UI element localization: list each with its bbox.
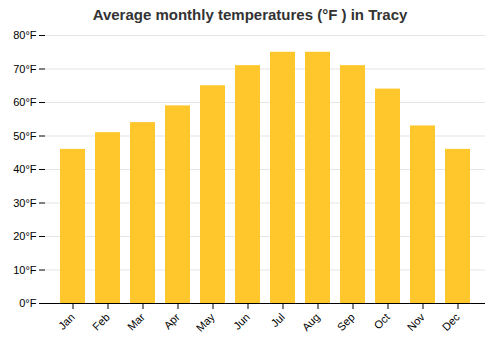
- svg-text:50°F: 50°F: [13, 130, 37, 142]
- svg-text:0°F: 0°F: [19, 297, 37, 309]
- svg-text:Jul: Jul: [268, 311, 286, 329]
- svg-text:Feb: Feb: [90, 311, 112, 333]
- svg-text:Dec: Dec: [440, 310, 463, 333]
- svg-text:Jan: Jan: [56, 311, 77, 332]
- svg-text:20°F: 20°F: [13, 230, 37, 242]
- svg-text:Sep: Sep: [335, 311, 357, 333]
- svg-text:Aug: Aug: [300, 311, 322, 333]
- svg-text:Nov: Nov: [405, 310, 428, 333]
- svg-text:60°F: 60°F: [13, 96, 37, 108]
- svg-text:May: May: [194, 310, 218, 334]
- svg-text:Jun: Jun: [231, 311, 252, 332]
- svg-text:80°F: 80°F: [13, 29, 37, 41]
- svg-text:30°F: 30°F: [13, 197, 37, 209]
- svg-text:40°F: 40°F: [13, 163, 37, 175]
- svg-text:Apr: Apr: [161, 311, 182, 332]
- svg-text:Mar: Mar: [125, 311, 147, 333]
- html-text:Average monthly temperatures (: Average monthly temperatures (°F ) in Tr…: [92, 6, 408, 23]
- svg-text:70°F: 70°F: [13, 63, 37, 75]
- svg-text:10°F: 10°F: [13, 264, 37, 276]
- svg-text:Oct: Oct: [371, 311, 392, 332]
